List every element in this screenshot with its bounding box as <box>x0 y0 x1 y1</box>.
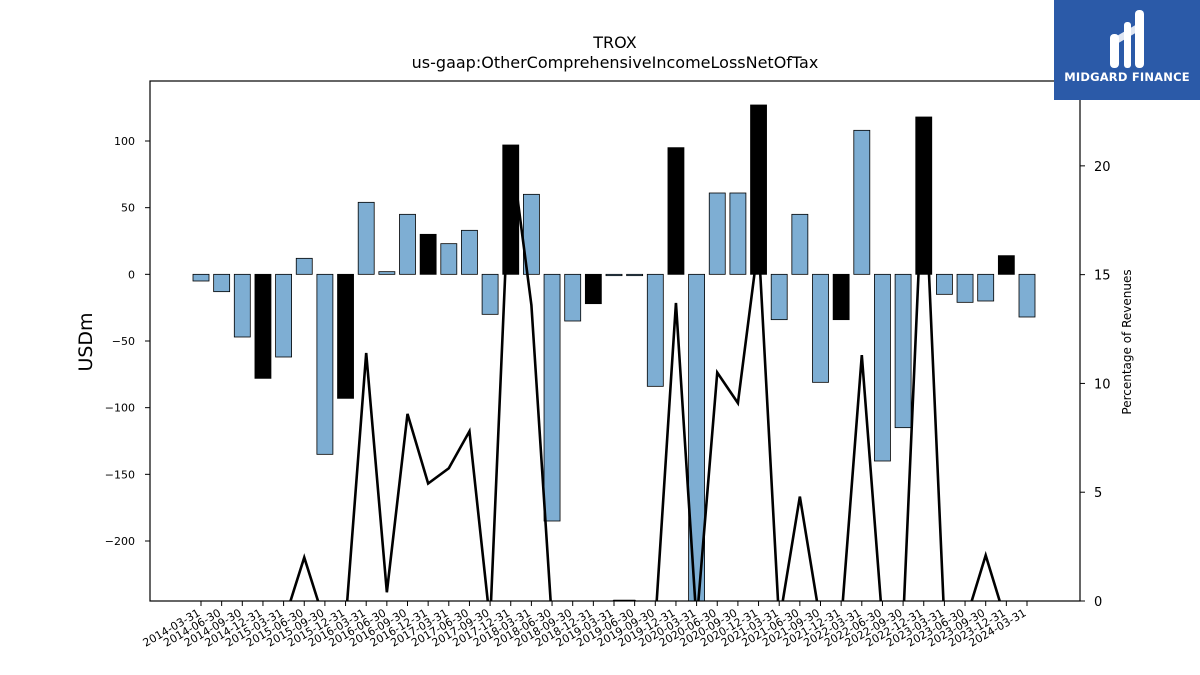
brand-name: MIDGARD FINANCE <box>1064 70 1190 84</box>
y2-tick-label: 10 <box>1094 377 1111 392</box>
bar-2022-06-30 <box>874 273 891 462</box>
brand-logo: MIDGARD FINANCE <box>1054 0 1200 100</box>
bar-2024-03-31 <box>1018 273 1036 318</box>
y2-tick-label: 5 <box>1094 486 1102 501</box>
bar-2016-12-31 <box>419 233 437 275</box>
y-tick-label: 0 <box>128 268 135 281</box>
bar-2020-06-30 <box>708 192 726 275</box>
bar-2020-09-30 <box>729 192 747 275</box>
bar-2015-06-30 <box>295 257 313 275</box>
bar-2023-09-30 <box>977 273 995 302</box>
bar-2023-03-31 <box>936 273 953 295</box>
chart-subtitle: us-gaap:OtherComprehensiveIncomeLossNetO… <box>412 53 819 72</box>
bar-2022-12-31 <box>915 116 933 275</box>
bar-2014-09-30 <box>233 273 251 338</box>
bar-2018-06-30 <box>543 273 561 522</box>
bar-2019-03-31 <box>605 273 623 277</box>
y-tick-label: −50 <box>112 335 135 348</box>
bar-2022-09-30 <box>894 273 912 429</box>
brand-mark-icon <box>1110 10 1144 68</box>
y-tick-label: −200 <box>105 535 135 548</box>
bar-2021-09-30 <box>812 273 829 383</box>
bar-2016-09-30 <box>399 213 416 275</box>
bar-2014-03-31 <box>192 273 210 282</box>
y-tick-label: −150 <box>105 468 135 481</box>
bar-2022-03-31 <box>853 129 871 275</box>
bar-2021-03-31 <box>770 273 788 321</box>
bar-2019-06-30 <box>626 273 644 277</box>
bar-2017-09-30 <box>481 273 499 315</box>
y-tick-label: 100 <box>114 135 135 148</box>
bar-2021-12-31 <box>832 273 850 321</box>
bar-2014-12-31 <box>254 273 272 379</box>
bar-2016-03-31 <box>357 201 375 275</box>
y2-tick-label: 20 <box>1094 160 1111 175</box>
bar-2015-12-31 <box>337 273 354 399</box>
plot-frame <box>149 80 1081 602</box>
bar-2023-06-30 <box>956 273 974 303</box>
plot-area: −200−150−100−50050100051015202014-03-312… <box>105 104 1111 650</box>
bar-2019-12-31 <box>667 147 685 275</box>
y-axis-label: USDm <box>75 312 97 371</box>
bar-2020-03-31 <box>688 273 705 601</box>
bar-2014-06-30 <box>213 273 231 293</box>
y2-tick-label: 15 <box>1094 269 1111 284</box>
y-tick-label: −100 <box>105 402 135 415</box>
bar-2023-12-31 <box>997 255 1015 275</box>
bar-2019-09-30 <box>646 273 664 387</box>
bar-2015-03-31 <box>275 273 293 358</box>
bar-2017-06-30 <box>461 229 478 275</box>
y2-tick-label: 0 <box>1094 595 1102 610</box>
y-tick-label: 50 <box>121 202 135 215</box>
bar-2018-12-31 <box>584 273 602 305</box>
chart-title: TROX <box>592 33 636 52</box>
bar-2021-06-30 <box>791 213 809 275</box>
bar-2015-09-30 <box>316 273 334 455</box>
plot-clip-group <box>192 104 1036 601</box>
bar-2018-09-30 <box>564 273 582 322</box>
y2-axis-label: Percentage of Revenues <box>1120 269 1134 414</box>
bar-2017-03-31 <box>440 243 458 275</box>
bar-2016-06-30 <box>378 271 396 275</box>
bar-2020-12-31 <box>750 104 767 275</box>
